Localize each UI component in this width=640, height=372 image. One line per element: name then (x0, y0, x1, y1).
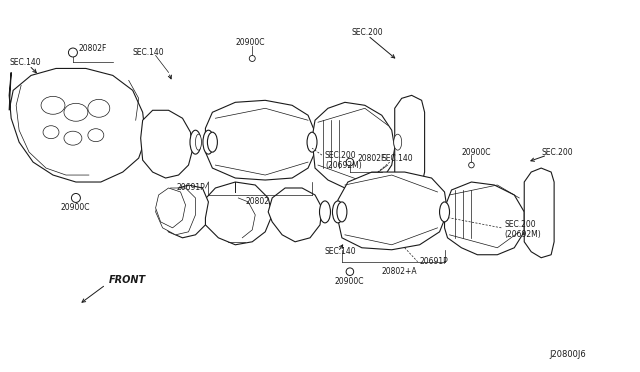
Text: SEC.140: SEC.140 (325, 247, 356, 256)
Polygon shape (445, 182, 524, 255)
Text: SEC.200: SEC.200 (504, 220, 536, 230)
Ellipse shape (195, 134, 202, 150)
Ellipse shape (43, 126, 59, 139)
Polygon shape (395, 95, 424, 188)
Polygon shape (205, 100, 315, 180)
Text: 20900C: 20900C (461, 148, 491, 157)
Circle shape (249, 55, 255, 61)
Polygon shape (268, 188, 322, 242)
Text: 20802: 20802 (245, 198, 269, 206)
Polygon shape (524, 168, 554, 258)
Polygon shape (198, 182, 272, 245)
Polygon shape (312, 102, 395, 188)
Ellipse shape (207, 132, 218, 152)
Text: 20691P: 20691P (177, 183, 205, 192)
Circle shape (74, 195, 79, 201)
Polygon shape (141, 110, 193, 178)
Text: SEC.140: SEC.140 (382, 154, 413, 163)
Text: SEC.200: SEC.200 (325, 151, 356, 160)
Ellipse shape (319, 201, 330, 223)
Ellipse shape (332, 201, 344, 223)
Text: 20691P: 20691P (420, 257, 449, 266)
Ellipse shape (64, 103, 88, 121)
Text: 20802F: 20802F (358, 154, 386, 163)
Polygon shape (9, 68, 146, 182)
Ellipse shape (88, 129, 104, 142)
Polygon shape (156, 188, 186, 228)
Ellipse shape (41, 96, 65, 114)
Text: SEC.140: SEC.140 (9, 58, 41, 67)
Ellipse shape (337, 202, 347, 222)
Polygon shape (161, 185, 209, 238)
Text: 20900C: 20900C (61, 203, 90, 212)
Ellipse shape (190, 130, 201, 154)
Text: FRONT: FRONT (109, 275, 146, 285)
Polygon shape (156, 188, 195, 235)
Circle shape (346, 158, 354, 166)
Ellipse shape (440, 202, 449, 222)
Text: 20802F: 20802F (79, 44, 108, 53)
Text: (20692M): (20692M) (325, 161, 362, 170)
Circle shape (468, 162, 474, 168)
Circle shape (68, 48, 77, 57)
Circle shape (72, 193, 81, 202)
Text: 20900C: 20900C (236, 38, 265, 47)
Ellipse shape (307, 132, 317, 152)
Ellipse shape (394, 134, 402, 150)
Ellipse shape (203, 130, 214, 154)
Polygon shape (338, 172, 447, 250)
Circle shape (70, 50, 76, 55)
Circle shape (346, 268, 354, 275)
Circle shape (348, 160, 352, 164)
Text: SEC.200: SEC.200 (352, 28, 383, 37)
Text: SEC.200: SEC.200 (541, 148, 573, 157)
Text: 20802+A: 20802+A (382, 267, 417, 276)
Text: (20692M): (20692M) (504, 230, 541, 239)
Circle shape (348, 269, 352, 274)
Text: SEC.140: SEC.140 (132, 48, 164, 57)
Text: 20900C: 20900C (335, 277, 364, 286)
Ellipse shape (64, 131, 82, 145)
Text: J20800J6: J20800J6 (549, 350, 586, 359)
Ellipse shape (88, 99, 110, 117)
